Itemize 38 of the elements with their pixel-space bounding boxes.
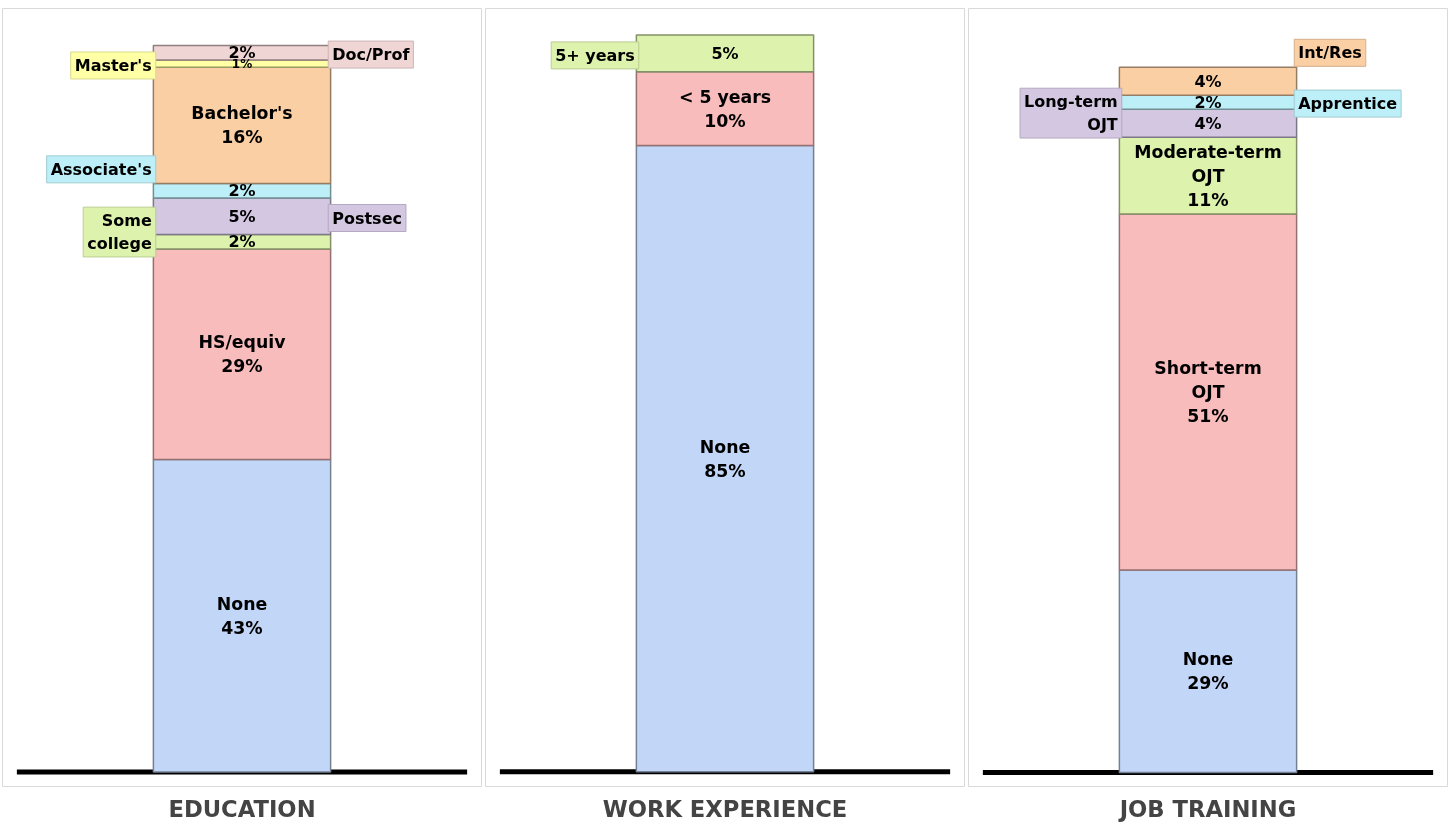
series-label: Short-term OJT	[1154, 357, 1262, 402]
data-label: 85%	[704, 460, 746, 481]
bar	[1118, 213, 1298, 571]
data-label: 4%	[1194, 71, 1222, 91]
series-label: None	[1182, 649, 1234, 670]
series-label: Master's	[74, 55, 152, 75]
data-label: 5%	[711, 43, 739, 63]
data-label: 16%	[221, 127, 263, 148]
series-label: None	[699, 436, 751, 457]
series-label: Apprentice	[1298, 94, 1398, 114]
data-label: 29%	[1187, 673, 1229, 694]
x-axis-title: EDUCATION	[168, 795, 316, 822]
bar	[152, 248, 332, 461]
data-label: 2%	[228, 181, 256, 201]
series-label: Doc/Prof	[332, 45, 411, 65]
series-label: Bachelor's	[191, 103, 293, 124]
series-label: < 5 years	[678, 86, 772, 107]
series-label: Associate's	[50, 159, 152, 179]
series-label: 5+ years	[555, 45, 635, 65]
data-label: 2%	[1194, 92, 1222, 112]
data-label: 2%	[228, 232, 256, 252]
series-label: Some college	[87, 211, 152, 253]
data-label: 43%	[221, 617, 263, 638]
x-axis-title: JOB TRAINING	[1117, 795, 1297, 822]
series-label: Moderate-term OJT	[1134, 141, 1282, 186]
data-label: 4%	[1194, 113, 1222, 133]
bar	[152, 66, 332, 185]
data-label: 5%	[228, 206, 256, 226]
series-label: None	[216, 593, 268, 614]
x-axis-title: WORK EXPERIENCE	[602, 795, 848, 822]
series-label: Postsec	[332, 208, 402, 228]
data-label: 10%	[704, 110, 746, 131]
series-label: Long-term OJT	[1024, 92, 1118, 135]
data-label: 29%	[221, 356, 263, 377]
data-label: 51%	[1187, 405, 1229, 426]
series-label: Int/Res	[1298, 43, 1362, 63]
series-label: HS/equiv	[198, 332, 287, 353]
data-label: 11%	[1187, 189, 1229, 210]
